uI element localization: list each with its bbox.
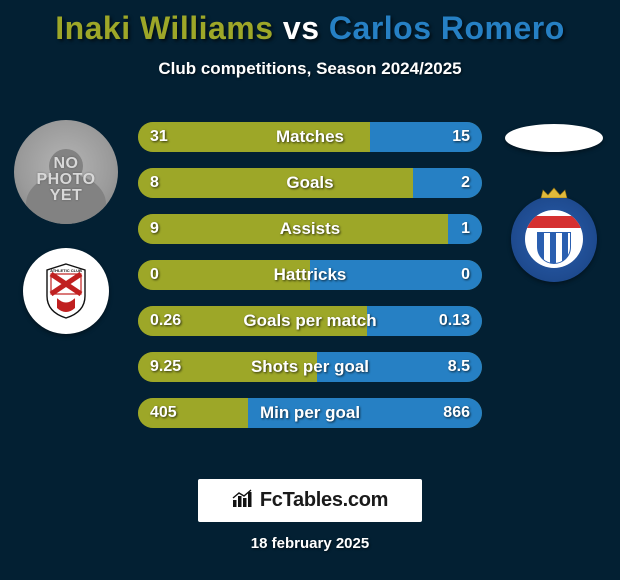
brand-logo: FcTables.com [198,479,422,522]
title-player1: Inaki Williams [55,10,273,46]
stats-container: 3115Matches 82Goals 91Assists 00Hattricks 0.… [138,122,482,444]
stat-label: Hattricks [138,260,482,290]
stat-label: Goals [138,168,482,198]
title-player2: Carlos Romero [329,10,565,46]
page-title: Inaki Williams vs Carlos Romero [0,0,620,47]
stat-label: Min per goal [138,398,482,428]
player1-club-badge: ATHLETIC CLUB [23,248,109,334]
svg-text:ATHLETIC CLUB: ATHLETIC CLUB [50,268,82,273]
subtitle: Club competitions, Season 2024/2025 [0,59,620,79]
player1-avatar-placeholder: NOPHOTOYET [14,120,118,224]
no-photo-label: NOPHOTOYET [14,156,118,204]
stat-label: Matches [138,122,482,152]
stat-label: Shots per goal [138,352,482,382]
title-vs: vs [283,10,320,46]
footer: FcTables.com [0,479,620,522]
left-player-column: NOPHOTOYET ATHLETIC CLUB [6,110,126,334]
stat-row: 00Hattricks [138,260,482,290]
bar-chart-icon [232,489,254,509]
crown-icon [539,186,569,198]
player2-avatar-placeholder [505,124,603,152]
athletic-shield-icon: ATHLETIC CLUB [43,262,89,320]
stat-label: Goals per match [138,306,482,336]
stat-label: Assists [138,214,482,244]
stat-row: 91Assists [138,214,482,244]
right-player-column [494,110,614,282]
stat-row: 3115Matches [138,122,482,152]
stat-row: 405866Min per goal [138,398,482,428]
brand-text: FcTables.com [260,489,388,511]
stat-row: 9.258.5Shots per goal [138,352,482,382]
espanyol-inner-icon [525,210,583,268]
stat-row: 82Goals [138,168,482,198]
date-label: 18 february 2025 [0,535,620,552]
player2-club-badge [511,196,597,282]
stat-row: 0.260.13Goals per match [138,306,482,336]
